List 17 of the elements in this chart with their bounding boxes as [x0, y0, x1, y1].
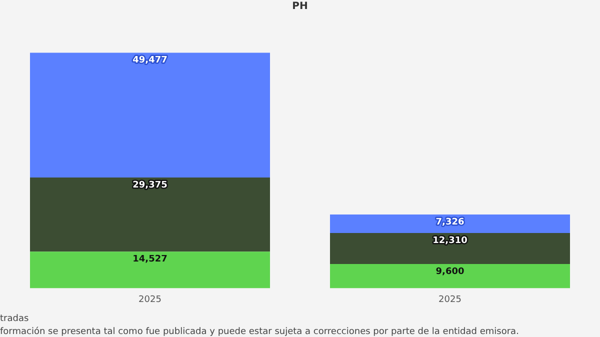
text: formación se presenta tal como fue publicada y puede estar sujeta a correcciones por parte de la entidad emisora.: [0, 326, 519, 337]
bar: [30, 177, 270, 252]
bar: [30, 52, 270, 178]
data-label: 7,326: [436, 217, 464, 228]
text: tradas: [0, 313, 30, 326]
bar: [330, 214, 570, 233]
chart-title: PH: [291, 0, 309, 14]
bar: [330, 232, 570, 264]
data-label: 12,310: [432, 236, 468, 246]
data-label: 29,375: [132, 180, 168, 190]
data-label: 14,527: [132, 254, 168, 264]
bar: [30, 252, 270, 288]
x-tick-label: 2025: [438, 294, 462, 305]
data-label: 49,477: [132, 56, 168, 66]
x-tick-label: 2025: [138, 294, 162, 305]
bar: [330, 264, 570, 288]
data-label: 9,600: [436, 266, 464, 277]
